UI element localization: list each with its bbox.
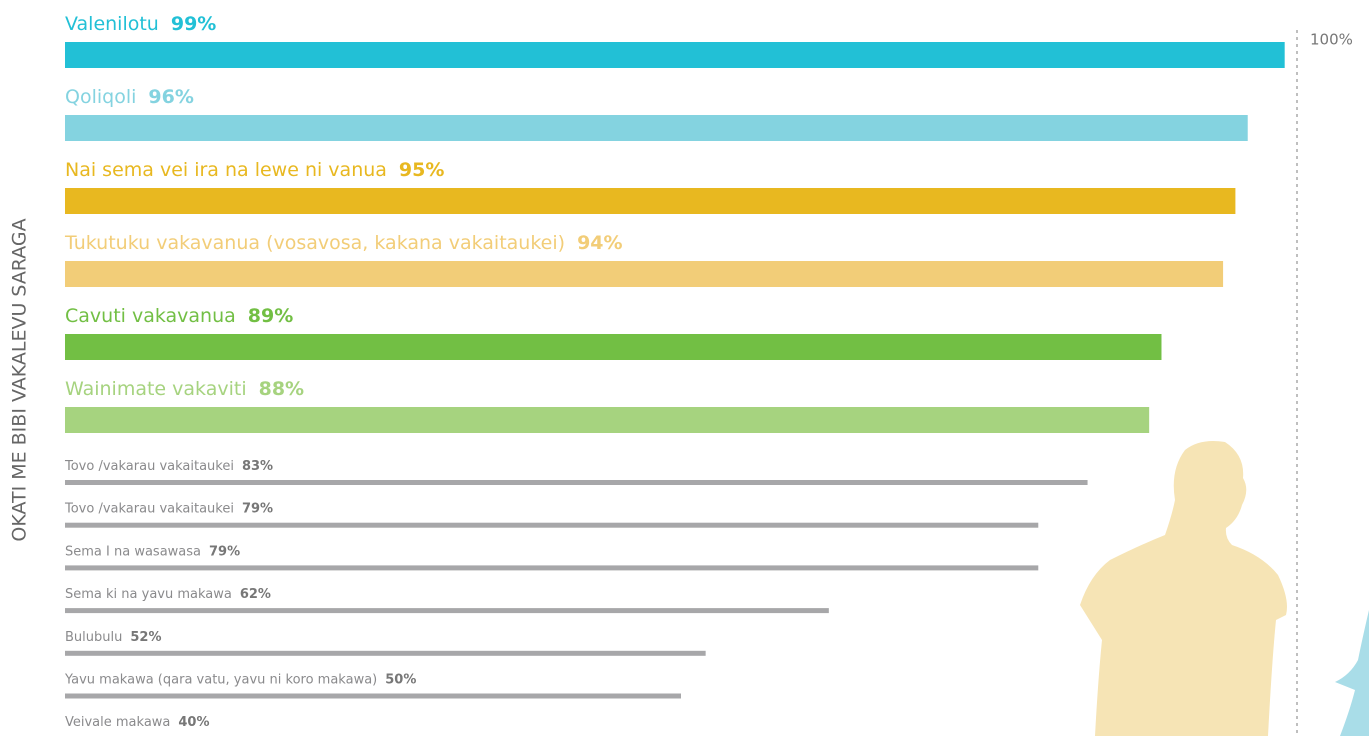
value-label: 96% — [148, 86, 193, 108]
value-label: 83% — [242, 459, 273, 474]
bar-label: Qoliqoli 96% — [65, 86, 194, 108]
bar — [65, 693, 681, 699]
value-label: 79% — [242, 501, 273, 516]
bar — [65, 565, 1039, 571]
bar — [65, 188, 1236, 214]
y-axis-title: OKATI ME BIBI VAKALEVU SARAGA — [9, 218, 31, 541]
category-label: Wainimate vakaviti — [65, 378, 247, 400]
value-label: 40% — [178, 715, 209, 730]
category-label: Bulubulu — [65, 629, 122, 644]
value-label: 79% — [209, 544, 240, 559]
bar-label: Sema I na wasawasa 79% — [65, 544, 240, 559]
value-label: 94% — [577, 232, 622, 254]
value-label: 62% — [240, 587, 271, 602]
value-label: 89% — [248, 305, 293, 327]
category-label: Tukutuku vakavanua (vosavosa, kakana vak… — [64, 232, 565, 254]
category-label: Yavu makawa (qara vatu, yavu ni koro mak… — [64, 672, 377, 687]
category-label: Valenilotu — [65, 13, 159, 35]
bar-label: Nai sema vei ira na lewe ni vanua 95% — [65, 159, 444, 181]
value-label: 99% — [171, 13, 216, 35]
bar — [65, 261, 1224, 287]
person-silhouette — [1080, 441, 1287, 736]
bar-label: Tovo /vakarau vakaitaukei 83% — [64, 459, 273, 474]
bar-label: Yavu makawa (qara vatu, yavu ni koro mak… — [64, 672, 416, 687]
value-label: 52% — [130, 629, 161, 644]
bar-label: Tovo /vakarau vakaitaukei 79% — [64, 501, 273, 516]
category-label: Veivale makawa — [65, 715, 170, 730]
bar-label: Tukutuku vakavanua (vosavosa, kakana vak… — [64, 232, 623, 254]
x-tick-label: 100% — [1310, 31, 1353, 49]
category-label: Tovo /vakarau vakaitaukei — [64, 459, 234, 474]
bar-label: Sema ki na yavu makawa 62% — [65, 587, 271, 602]
category-label: Cavuti vakavanua — [65, 305, 236, 327]
category-label: Tovo /vakarau vakaitaukei — [64, 501, 234, 516]
bar — [65, 480, 1088, 485]
bar — [65, 42, 1285, 68]
bar — [65, 407, 1150, 433]
value-label: 95% — [399, 159, 444, 181]
bar — [65, 608, 829, 614]
bar-label: Valenilotu 99% — [65, 13, 216, 35]
bar — [65, 115, 1248, 141]
category-label: Nai sema vei ira na lewe ni vanua — [65, 159, 387, 181]
category-label: Sema I na wasawasa — [65, 544, 201, 559]
bar-label: Cavuti vakavanua 89% — [65, 305, 293, 327]
bar-label: Veivale makawa 40% — [65, 715, 210, 730]
category-label: Qoliqoli — [65, 86, 136, 108]
bar-label: Bulubulu 52% — [65, 629, 161, 644]
value-label: 88% — [259, 378, 304, 400]
corner-shape — [1335, 610, 1369, 736]
category-label: Sema ki na yavu makawa — [65, 587, 232, 602]
bar — [65, 522, 1039, 528]
bar — [65, 650, 706, 656]
bar-label: Wainimate vakaviti 88% — [65, 378, 304, 400]
bar — [65, 334, 1162, 360]
value-label: 50% — [385, 672, 416, 687]
